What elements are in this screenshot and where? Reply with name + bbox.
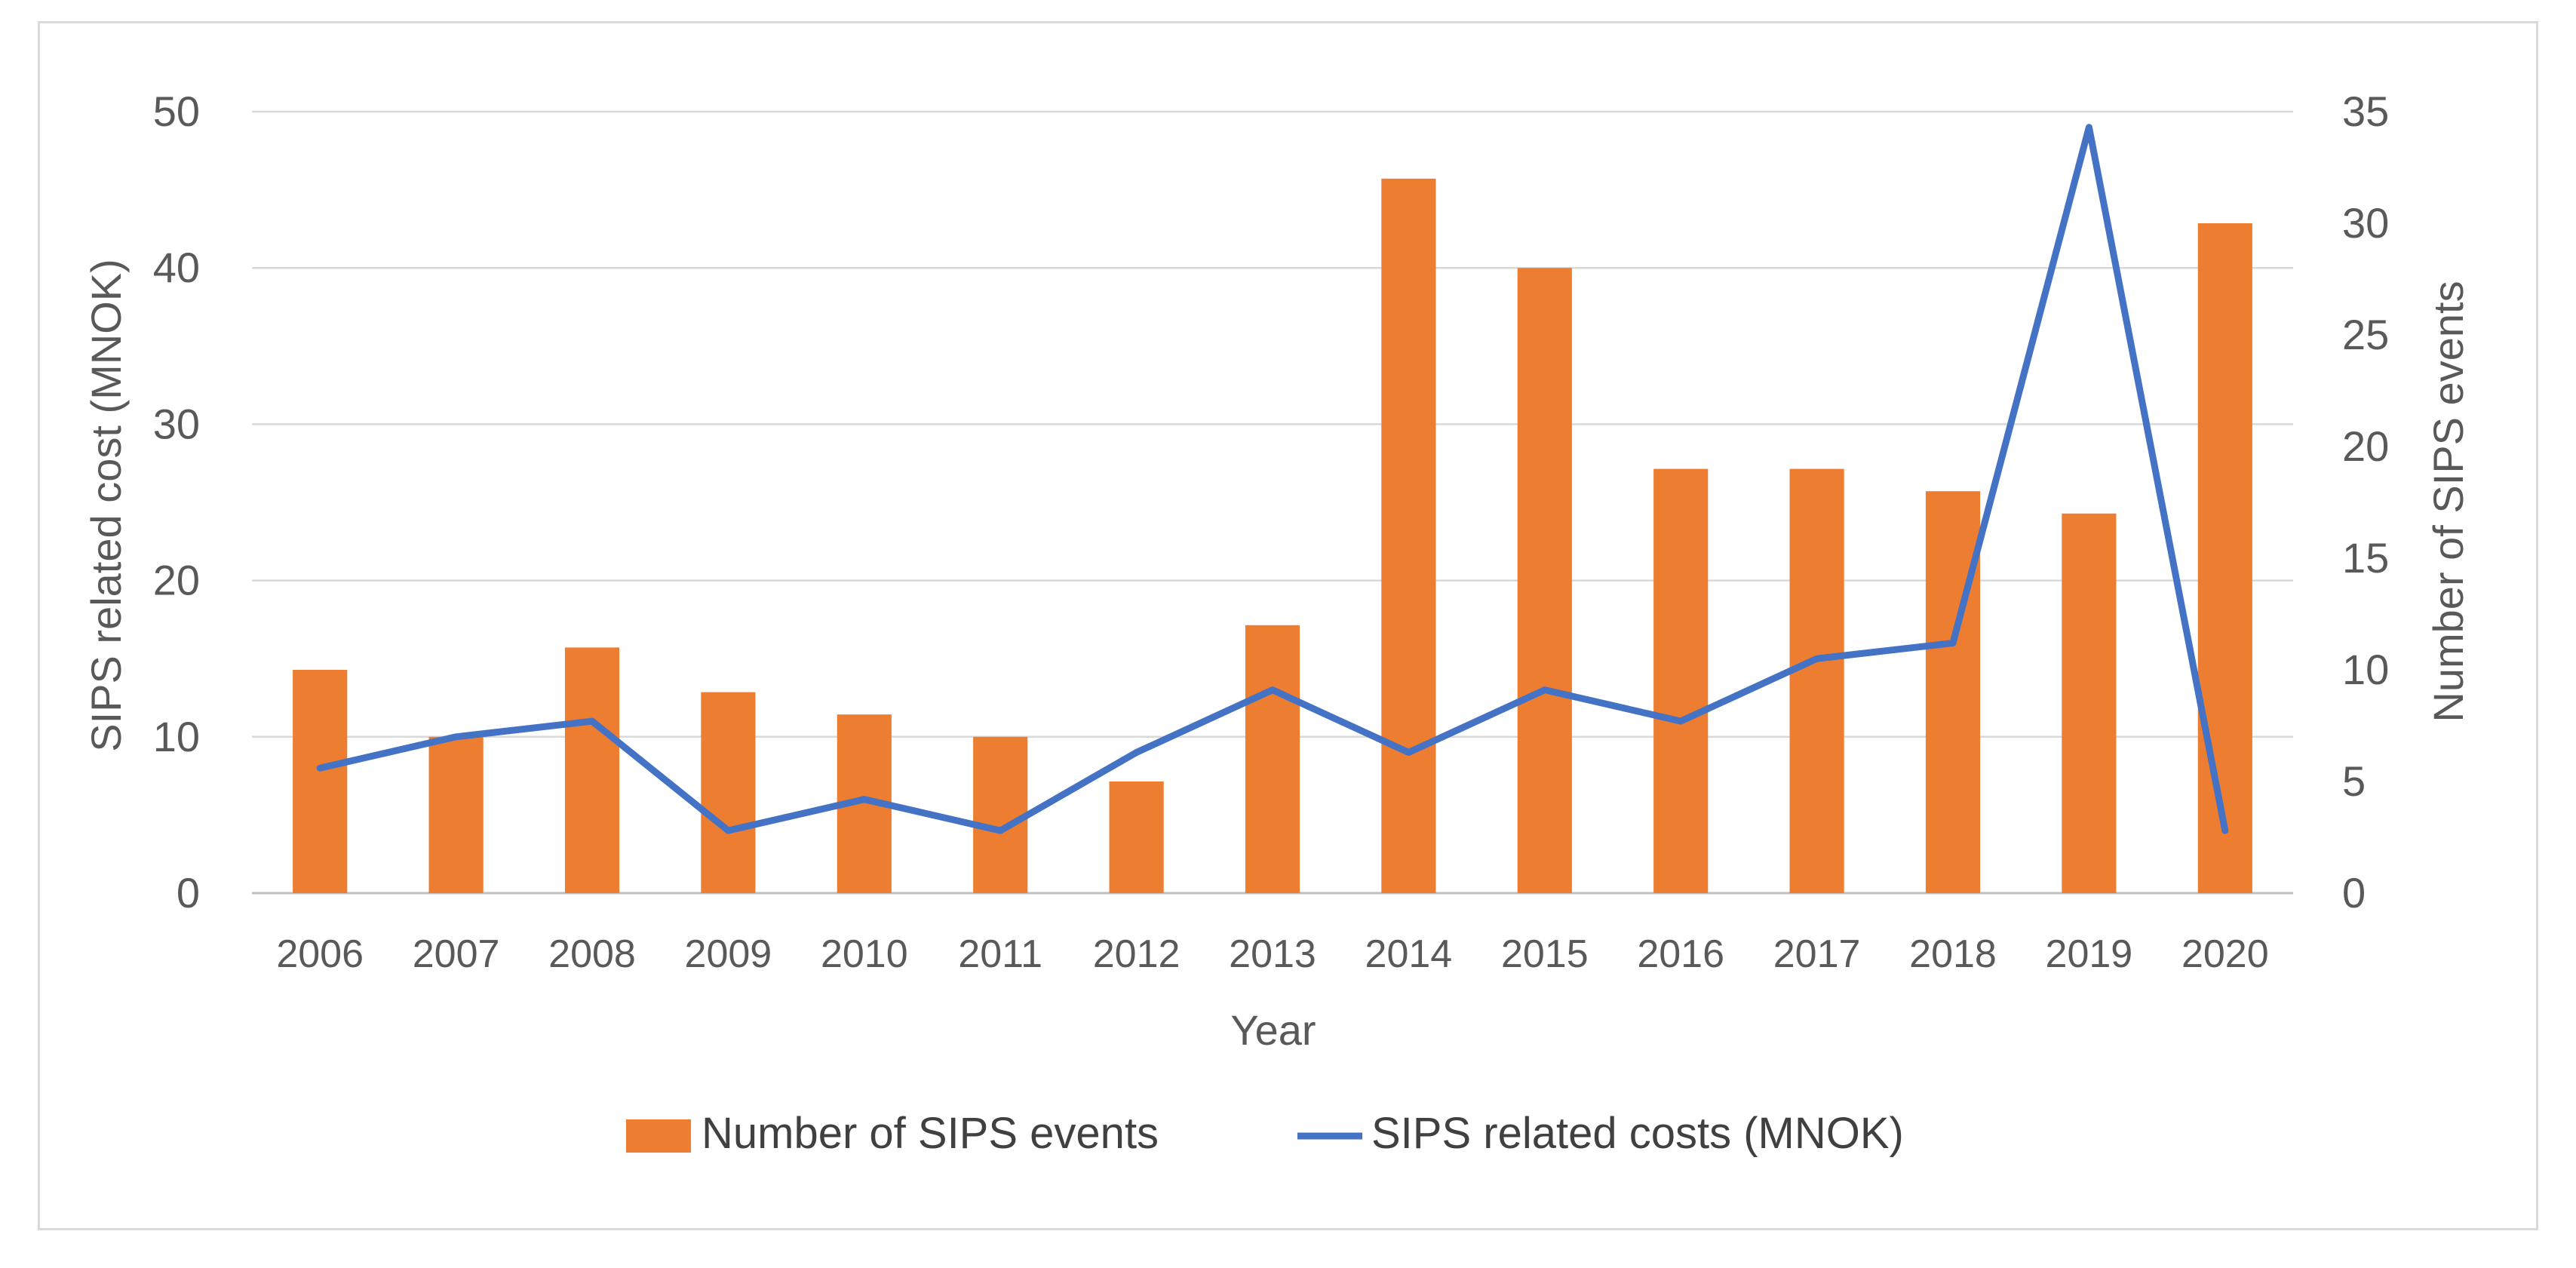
bar-2012 [1109,781,1164,893]
x-axis-tick-label: 2014 [1365,932,1453,976]
bar-2016 [1653,468,1709,893]
left-axis-tick-label: 0 [177,869,200,916]
left-axis-tick-label: 30 [153,400,200,447]
x-axis-tick-label: 2011 [958,932,1042,976]
bar-2013 [1245,625,1300,893]
x-axis-tick-label: 2016 [1637,932,1724,976]
left-axis-title: SIPS related cost (MNOK) [82,259,130,752]
right-axis-tick-label: 10 [2342,646,2389,693]
bar-series [293,178,2252,894]
x-axis-tick-label: 2006 [276,932,364,976]
x-axis-tick-label: 2012 [1093,932,1181,976]
x-axis-ticks: 2006 2007 2008 2009 2010 2011 2012 2013 2014 2015… [276,932,2268,976]
right-axis-tick-label: 35 [2342,88,2389,135]
x-axis-tick-label: 2015 [1501,932,1589,976]
bar-2006 [293,670,348,893]
legend-swatch-bars [626,1119,691,1153]
x-axis-tick-label: 2017 [1773,932,1861,976]
legend: Number of SIPS events SIPS related costs… [626,1109,1904,1158]
x-axis-tick-label: 2013 [1229,932,1316,976]
bar-2007 [428,736,484,893]
line-series [316,124,2229,834]
bar-2018 [1925,491,1981,893]
x-axis-tick-label: 2010 [821,932,908,976]
bar-2009 [701,692,756,893]
x-axis-tick-label: 2008 [548,932,636,976]
right-axis-tick-label: 20 [2342,422,2389,470]
x-axis-tick-label: 2019 [2046,932,2133,976]
left-axis-tick-label: 10 [153,713,200,760]
bar-2020 [2197,223,2252,893]
left-axis-ticks: 0 10 20 30 40 50 [153,88,200,916]
legend-label-bars: Number of SIPS events [702,1109,1159,1158]
x-axis-tick-label: 2007 [413,932,500,976]
left-axis-tick-label: 20 [153,557,200,604]
x-axis-title: Year [1230,1006,1316,1054]
right-axis-tick-label: 30 [2342,199,2389,247]
x-axis-tick-label: 2009 [685,932,772,976]
right-axis-tick-label: 25 [2342,311,2389,358]
right-axis-tick-label: 15 [2342,534,2389,582]
left-axis-tick-label: 50 [153,88,200,135]
legend-label-line: SIPS related costs (MNOK) [1371,1109,1904,1158]
right-axis-ticks: 0 5 10 15 20 25 30 35 [2342,88,2389,916]
left-axis-tick-label: 40 [153,244,200,291]
x-axis-tick-label: 2018 [1909,932,1997,976]
right-axis-tick-label: 0 [2342,869,2366,916]
right-axis-tick-label: 5 [2342,757,2366,805]
bar-2019 [2062,513,2117,893]
x-axis-tick-label: 2020 [2181,932,2269,976]
right-axis-title: Number of SIPS events [2424,281,2472,722]
bar-2017 [1789,468,1844,893]
bar-2014 [1381,178,1436,894]
bar-2015 [1517,268,1572,893]
bar-2011 [973,736,1028,893]
bar-2008 [564,647,620,893]
